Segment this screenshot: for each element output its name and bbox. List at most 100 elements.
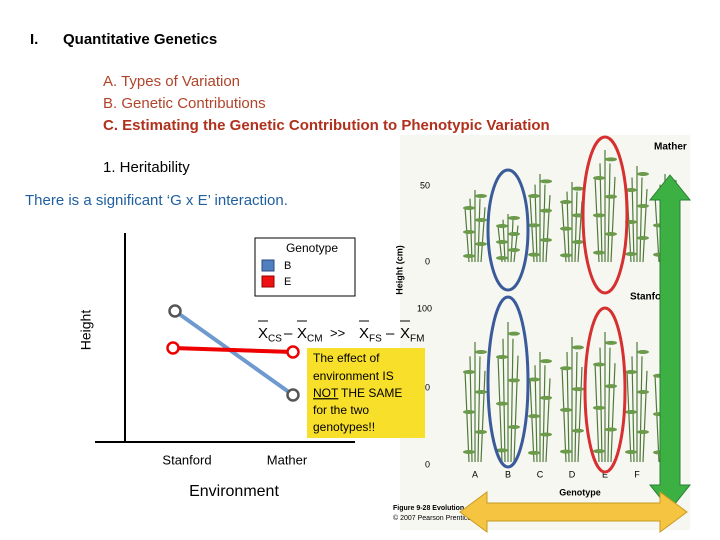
genotype-label: A	[472, 469, 478, 479]
plant-stem	[639, 356, 643, 463]
plant-leaf	[625, 370, 637, 374]
plant-stem	[626, 370, 632, 463]
plant-leaf	[605, 157, 617, 162]
figure-caption: © 2007 Pearson Prentice H	[393, 514, 478, 522]
plant-leaf	[508, 378, 520, 383]
legend-item: E	[284, 276, 291, 288]
plant-leaf	[540, 208, 552, 213]
plant-stem	[610, 176, 616, 263]
plant-leaf	[496, 448, 508, 453]
subheading: 1. Heritability	[103, 159, 190, 176]
callout-line: THE SAME	[341, 386, 402, 400]
plant-leaf	[625, 252, 637, 256]
plant-leaf	[593, 176, 605, 180]
plant-leaf	[508, 248, 520, 252]
plant-leaf	[496, 256, 508, 260]
plant-leaf	[625, 410, 637, 414]
plant-leaf	[508, 331, 520, 336]
plant-leaf	[463, 206, 475, 210]
legend-swatch	[261, 259, 275, 272]
genotype-label: C	[537, 469, 544, 479]
plant-leaf	[496, 224, 508, 228]
plant-leaf	[475, 350, 487, 354]
plant-leaf	[593, 213, 605, 218]
plant-leaf	[605, 427, 617, 432]
genotype-label: D	[569, 469, 576, 479]
plant-leaf	[605, 232, 617, 236]
plant-leaf	[572, 387, 584, 392]
section-numeral: I.	[30, 31, 38, 48]
highlight-e	[583, 306, 627, 474]
plant-leaf	[496, 355, 508, 359]
plant-leaf	[637, 390, 649, 394]
plant-stem	[594, 176, 600, 263]
x-category: Mather	[267, 452, 308, 467]
plant-leaf	[625, 188, 637, 192]
formula-symbol: X	[359, 325, 369, 342]
plant-leaf	[463, 370, 475, 374]
plant-stem	[607, 347, 611, 463]
plant-stem	[599, 347, 603, 463]
plant-leaf	[475, 430, 487, 434]
figure-tick: 50	[420, 180, 430, 190]
legend-item: B	[284, 260, 291, 272]
formula-subscript: CS	[268, 334, 282, 345]
formula: X CS – X CM >> X FS – X FM	[258, 320, 424, 345]
plant-leaf	[625, 450, 637, 454]
plant-leaf	[508, 216, 520, 220]
formula-operator: >>	[330, 325, 345, 340]
plant-stem	[480, 207, 486, 263]
formula-symbol: X	[400, 325, 410, 342]
plant-stem	[561, 201, 567, 263]
plant-leaf	[540, 395, 552, 400]
plant-leaf	[528, 252, 540, 257]
plant-leaf	[605, 384, 617, 389]
horizontal-arrow	[459, 491, 688, 533]
outline-item: B. Genetic Contributions	[103, 95, 266, 112]
plant-stem	[594, 363, 600, 463]
genotype-label: E	[602, 469, 608, 479]
plant-stem	[542, 184, 546, 263]
genotype-e-line	[172, 346, 294, 354]
formula-subscript: FM	[410, 334, 424, 345]
plant-leaf	[508, 232, 520, 236]
formula-symbol: X	[258, 325, 268, 342]
plant-leaf	[572, 428, 584, 433]
genotype-label: B	[505, 469, 511, 479]
highlight-b	[486, 295, 530, 469]
plant-leaf	[540, 359, 552, 364]
plant-leaf	[605, 340, 617, 345]
plant-stem	[510, 219, 514, 263]
plant-leaf	[560, 200, 572, 204]
norm-plot: Height Stanford Mather Environment Genot…	[78, 233, 425, 500]
plant-leaf	[605, 194, 617, 199]
plant-leaf	[528, 377, 540, 382]
plant-leaf	[463, 254, 475, 258]
callout-line: environment IS	[313, 369, 394, 383]
plant-leaf	[560, 407, 572, 412]
plant-stem	[577, 201, 583, 263]
plant-stem	[642, 189, 648, 263]
site-label: Mather	[654, 142, 687, 153]
plant-leaf	[528, 194, 540, 198]
plant-leaf	[540, 432, 552, 437]
plant-leaf	[637, 204, 649, 208]
plant-leaf	[463, 410, 475, 414]
plant-stem	[631, 356, 635, 463]
legend-title: Genotype	[286, 241, 338, 255]
figure-x-label: Genotype	[559, 487, 601, 497]
plant-stem	[477, 198, 481, 263]
plant-leaf	[593, 250, 605, 255]
outline-item: A. Types of Variation	[103, 73, 240, 90]
plant-stem	[469, 356, 473, 463]
x-label: Environment	[189, 483, 279, 500]
plant-leaf	[508, 425, 520, 429]
highlight-e	[581, 135, 629, 295]
formula-operator: –	[386, 325, 395, 342]
figure-y-label: Height (cm)	[394, 245, 404, 295]
callout-box	[307, 348, 425, 438]
plant-stem	[510, 338, 514, 463]
figure-tick: 100	[417, 303, 432, 313]
plant-leaf	[593, 362, 605, 367]
